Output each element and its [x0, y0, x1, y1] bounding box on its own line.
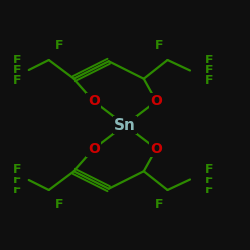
Text: O: O — [150, 142, 162, 156]
Text: F: F — [54, 198, 63, 211]
Text: F: F — [204, 64, 213, 77]
Text: F: F — [154, 39, 163, 52]
Text: F: F — [204, 74, 213, 87]
Text: F: F — [54, 39, 63, 52]
Text: F: F — [204, 183, 213, 196]
Text: F: F — [13, 163, 21, 176]
Text: F: F — [154, 198, 163, 211]
Text: F: F — [13, 173, 21, 186]
Text: Sn: Sn — [114, 118, 136, 132]
Text: O: O — [150, 94, 162, 108]
Text: F: F — [204, 163, 213, 176]
Text: F: F — [13, 74, 21, 87]
Text: O: O — [88, 142, 100, 156]
Text: F: F — [204, 173, 213, 186]
Text: F: F — [204, 54, 213, 67]
Text: F: F — [13, 183, 21, 196]
Text: F: F — [13, 54, 21, 67]
Text: O: O — [88, 94, 100, 108]
Text: F: F — [13, 64, 21, 77]
